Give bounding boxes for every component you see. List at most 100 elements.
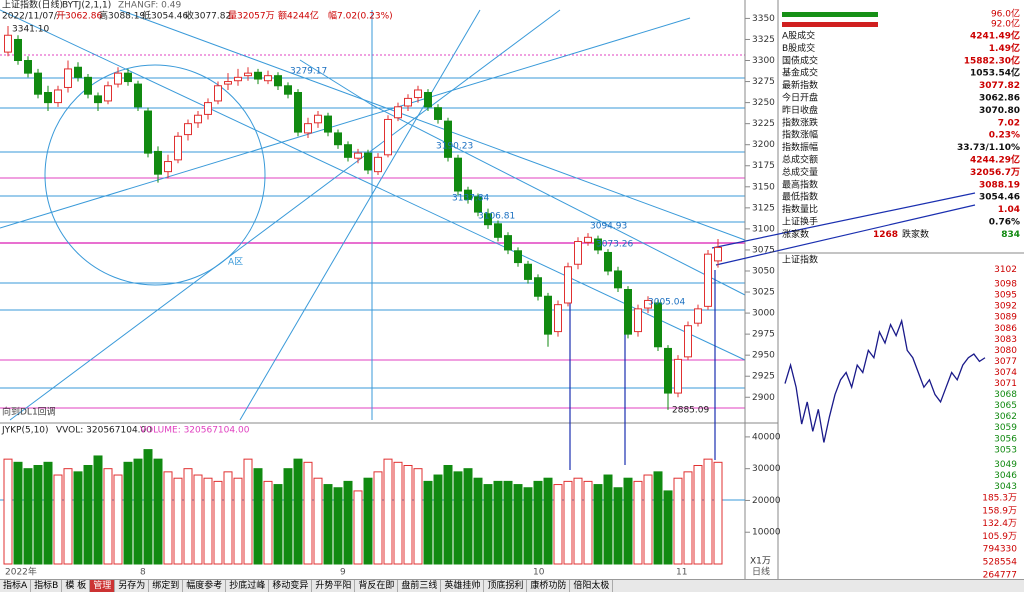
candle <box>714 246 722 262</box>
volume-bar <box>523 487 533 565</box>
tab[interactable]: 幅度参考 <box>183 580 227 592</box>
candle <box>464 189 472 200</box>
tab[interactable]: 康桥功防 <box>527 580 571 592</box>
tab[interactable]: 顶底拐利 <box>484 580 528 592</box>
intraday-tick: 3092 <box>994 302 1017 312</box>
candle <box>174 135 182 161</box>
row-value: 1.04 <box>998 205 1020 215</box>
volume-bar <box>493 480 503 565</box>
tab[interactable]: 另存为 <box>115 580 150 592</box>
row-value: 3054.46 <box>979 193 1020 203</box>
volume-bar <box>453 471 463 565</box>
intraday-line <box>784 318 986 443</box>
unit: X1万 <box>750 557 771 567</box>
intraday-volume-tick: 794330 <box>983 545 1018 555</box>
intraday-tick: 3083 <box>994 335 1017 345</box>
intraday-volume-tick: 264777 <box>983 570 1017 579</box>
candle <box>254 71 262 80</box>
intraday-title: 上证指数 <box>782 254 818 266</box>
volume-bar <box>603 474 613 565</box>
candle <box>694 308 702 324</box>
candle <box>394 106 402 119</box>
volume-bar <box>543 477 553 565</box>
intraday-tick: 3049 <box>994 460 1017 470</box>
quote: 收3077.82 <box>185 10 231 22</box>
candle <box>324 115 332 133</box>
annotation: 3094.93 <box>590 222 627 232</box>
annotation: 2885.09 <box>672 406 709 416</box>
note: 向到DL1回调 <box>2 406 56 418</box>
intraday-tick: 3068 <box>994 390 1017 400</box>
volume-bar <box>703 458 713 565</box>
row-label: A股成交 <box>782 30 815 42</box>
quote: 幅7.02(0.23%) <box>328 10 393 22</box>
candle <box>334 132 342 146</box>
tab[interactable]: 指标A <box>0 580 32 592</box>
candle <box>454 157 462 192</box>
tab[interactable]: 升势平阳 <box>312 580 356 592</box>
candle <box>634 308 642 333</box>
candle <box>544 295 552 335</box>
tab[interactable]: 盘前三线 <box>398 580 442 592</box>
volume-bar <box>13 461 23 565</box>
candle <box>384 118 392 156</box>
volume-bar <box>23 468 33 565</box>
date: 2022/11/07/一 <box>2 12 66 22</box>
volume-bar <box>663 490 673 565</box>
candle <box>624 289 632 335</box>
volume-bar <box>83 464 93 565</box>
volume-bar <box>633 480 643 565</box>
row-value: 0.23% <box>989 131 1020 141</box>
arrows <box>569 192 976 470</box>
volume-bar <box>33 464 43 565</box>
y-tick-label: 2975 <box>752 330 775 340</box>
annotation: 3106.81 <box>478 212 515 222</box>
intraday-tick: 3062 <box>994 412 1017 422</box>
intraday-tick: 3077 <box>994 357 1017 367</box>
tab[interactable]: 倍阳太极 <box>570 580 614 592</box>
ratio-bar <box>782 22 878 27</box>
tab[interactable]: 绑定到 <box>149 580 184 592</box>
volume-bar <box>363 477 373 565</box>
volume-bar <box>683 471 693 565</box>
volume-bar <box>513 484 523 565</box>
candle <box>184 123 192 136</box>
candle <box>284 85 292 95</box>
tab[interactable]: 移动变异 <box>269 580 313 592</box>
candle <box>34 72 42 95</box>
candle <box>294 92 302 133</box>
y-tick-label: 3175 <box>752 161 775 171</box>
tab[interactable]: 模 板 <box>62 580 91 592</box>
tab[interactable]: 指标B <box>31 580 63 592</box>
tab[interactable]: 抄底过峰 <box>226 580 270 592</box>
y-tick-label: 3300 <box>752 56 775 66</box>
candle <box>444 120 452 158</box>
ratio-label: 92.0亿 <box>991 18 1020 30</box>
candle <box>134 83 142 108</box>
intraday-tick: 3053 <box>994 445 1017 455</box>
ratio-label: 96.0亿 <box>991 8 1020 20</box>
row-label: 今日开盘 <box>782 92 818 104</box>
row-label: 指数涨幅 <box>782 129 818 141</box>
volume-bar <box>263 480 273 565</box>
candle <box>24 60 32 74</box>
volume-bar <box>53 474 63 565</box>
volume-bar <box>303 461 313 565</box>
volume-bar <box>403 464 413 565</box>
candle <box>164 161 172 173</box>
tab[interactable]: 英雄挂帅 <box>441 580 485 592</box>
volume-bar <box>413 468 423 565</box>
volume-tick-label: 40000 <box>752 432 781 442</box>
volume-bar <box>93 455 103 565</box>
candle <box>654 302 662 348</box>
up-label: 涨家数 <box>782 228 809 240</box>
y-tick-label: 3150 <box>752 182 775 192</box>
y-tick-label: 2950 <box>752 351 775 361</box>
title: 上证指数(日线) <box>2 0 63 11</box>
candle <box>124 72 132 83</box>
tab[interactable]: 管理 <box>90 580 116 592</box>
intraday-tick: 3095 <box>994 291 1017 301</box>
row-value: 0.76% <box>989 218 1020 228</box>
tab[interactable]: 背反在即 <box>355 580 399 592</box>
